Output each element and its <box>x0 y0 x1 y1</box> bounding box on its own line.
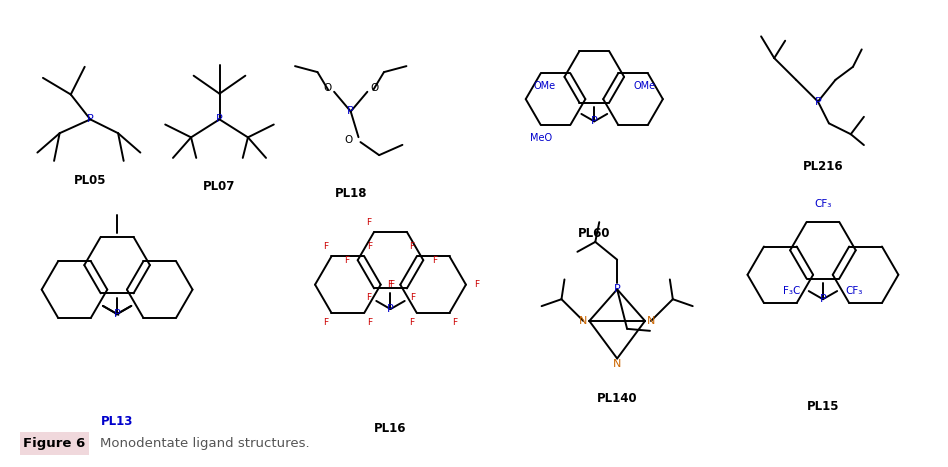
FancyBboxPatch shape <box>20 432 89 455</box>
Text: P: P <box>613 284 621 294</box>
Text: P: P <box>387 304 393 314</box>
Text: F: F <box>474 280 480 289</box>
Text: N: N <box>613 360 621 369</box>
Text: PL140: PL140 <box>597 391 637 404</box>
Text: F: F <box>366 293 372 302</box>
Text: F: F <box>409 318 413 327</box>
Text: F: F <box>344 255 349 265</box>
Text: F: F <box>410 293 415 302</box>
Text: P: P <box>820 294 827 304</box>
Text: F: F <box>367 318 373 327</box>
Text: P: P <box>591 116 597 127</box>
Text: F₃C: F₃C <box>783 286 801 296</box>
Text: N: N <box>647 316 655 326</box>
Text: PL13: PL13 <box>100 415 134 428</box>
Text: PL05: PL05 <box>74 174 106 187</box>
Text: F: F <box>389 280 394 289</box>
Text: Figure 6: Figure 6 <box>24 437 85 450</box>
Text: CF₃: CF₃ <box>845 286 863 296</box>
Text: F: F <box>409 242 413 252</box>
Text: O: O <box>323 83 331 93</box>
Text: PL07: PL07 <box>203 180 236 193</box>
Text: PL15: PL15 <box>807 400 839 413</box>
Text: P: P <box>114 309 120 319</box>
Text: CF₃: CF₃ <box>814 199 831 209</box>
Text: P: P <box>216 114 223 124</box>
Text: O: O <box>371 83 378 93</box>
Text: F: F <box>431 255 437 265</box>
Text: F: F <box>323 318 329 327</box>
Text: F: F <box>387 280 392 289</box>
Text: N: N <box>579 316 588 326</box>
Text: P: P <box>87 114 94 124</box>
Text: OMe: OMe <box>534 81 556 91</box>
Text: MeO: MeO <box>530 133 552 142</box>
Text: PL18: PL18 <box>335 187 367 200</box>
Text: Monodentate ligand structures.: Monodentate ligand structures. <box>100 437 310 450</box>
Text: F: F <box>323 242 329 252</box>
Text: F: F <box>367 242 373 252</box>
Text: PL60: PL60 <box>578 227 611 241</box>
Text: F: F <box>366 218 372 227</box>
Text: O: O <box>344 135 353 145</box>
Text: P: P <box>347 106 355 116</box>
Text: PL16: PL16 <box>374 422 407 435</box>
Text: OMe: OMe <box>633 81 655 91</box>
Text: PL216: PL216 <box>803 160 844 173</box>
Text: F: F <box>452 318 458 327</box>
Text: P: P <box>814 97 821 106</box>
